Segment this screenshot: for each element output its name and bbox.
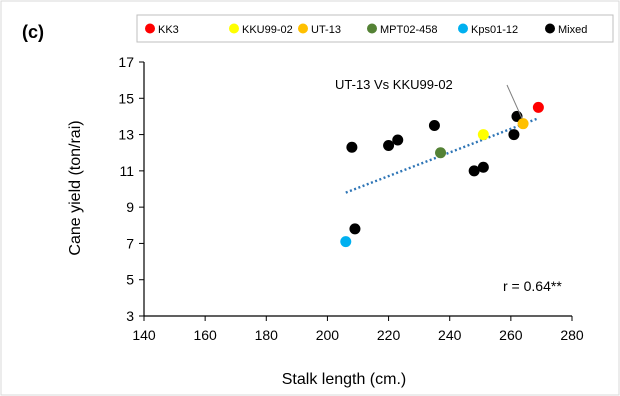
legend-label-kk3: KK3 bbox=[158, 24, 179, 36]
legend-marker-ut-13 bbox=[298, 23, 308, 34]
trendline bbox=[345, 117, 539, 194]
y-tick-label: 11 bbox=[119, 163, 134, 179]
legend-marker-kps01-12 bbox=[458, 23, 468, 34]
y-axis-label: Cane yield (ton/rai) bbox=[67, 120, 84, 255]
legend-label-mpt02-458: MPT02-458 bbox=[380, 24, 437, 36]
point-mixed bbox=[346, 141, 358, 153]
legend-label-ut-13: UT-13 bbox=[311, 24, 341, 36]
x-tick-label: 220 bbox=[377, 327, 401, 343]
trendline-group bbox=[345, 117, 539, 194]
annotation-text: UT-13 Vs KKU99-02 bbox=[335, 77, 453, 92]
legend: KK3 KKU99-02 UT-13 MPT02-458 Kps01-12 Mixed bbox=[136, 14, 614, 43]
x-tick-label: 240 bbox=[438, 327, 462, 343]
x-tick-label: 140 bbox=[132, 327, 156, 343]
y-tick-label: 17 bbox=[118, 54, 134, 70]
point-mixed bbox=[508, 129, 520, 141]
data-points bbox=[340, 101, 544, 248]
legend-label-mixed: Mixed bbox=[558, 24, 587, 36]
point-kps01-12 bbox=[340, 236, 352, 248]
x-tick-label: 180 bbox=[255, 327, 279, 343]
y-tick-label: 5 bbox=[126, 272, 134, 288]
annotation-leader-line bbox=[506, 84, 523, 119]
panel-label: (c) bbox=[22, 22, 44, 42]
point-kk3 bbox=[532, 101, 544, 113]
x-tick-label: 200 bbox=[316, 327, 340, 343]
legend-marker-kku99-02 bbox=[229, 23, 239, 34]
legend-label-kku99-02: KKU99-02 bbox=[242, 24, 293, 36]
y-tick-label: 9 bbox=[126, 199, 134, 215]
y-tick-label: 15 bbox=[118, 90, 134, 106]
point-mixed bbox=[428, 120, 440, 131]
y-tick-label: 3 bbox=[126, 308, 134, 324]
legend-marker-mpt02-458 bbox=[367, 23, 377, 34]
point-mixed bbox=[468, 165, 480, 177]
legend-marker-mixed bbox=[545, 23, 555, 34]
axes: 140 160 180 200 220 240 260 280 3 5 7 9 11 13 15 17 bbox=[118, 54, 583, 343]
point-mixed bbox=[383, 139, 395, 151]
x-axis-label: Stalk length (cm.) bbox=[282, 371, 406, 388]
point-mixed bbox=[392, 134, 404, 146]
point-mpt02-458 bbox=[435, 147, 447, 159]
x-tick-label: 160 bbox=[193, 327, 217, 343]
y-tick-label: 13 bbox=[118, 127, 134, 143]
point-mixed bbox=[349, 223, 361, 235]
legend-label-kps01-12: Kps01-12 bbox=[471, 24, 518, 36]
y-tick-label: 7 bbox=[126, 235, 134, 251]
point-kku99-02 bbox=[477, 129, 489, 141]
x-tick-label: 260 bbox=[499, 327, 523, 343]
point-mixed bbox=[477, 161, 489, 173]
point-ut-13 bbox=[517, 118, 529, 130]
legend-marker-kk3 bbox=[145, 23, 155, 34]
correlation-text: r = 0.64** bbox=[503, 278, 562, 294]
x-tick-label: 280 bbox=[560, 327, 584, 343]
